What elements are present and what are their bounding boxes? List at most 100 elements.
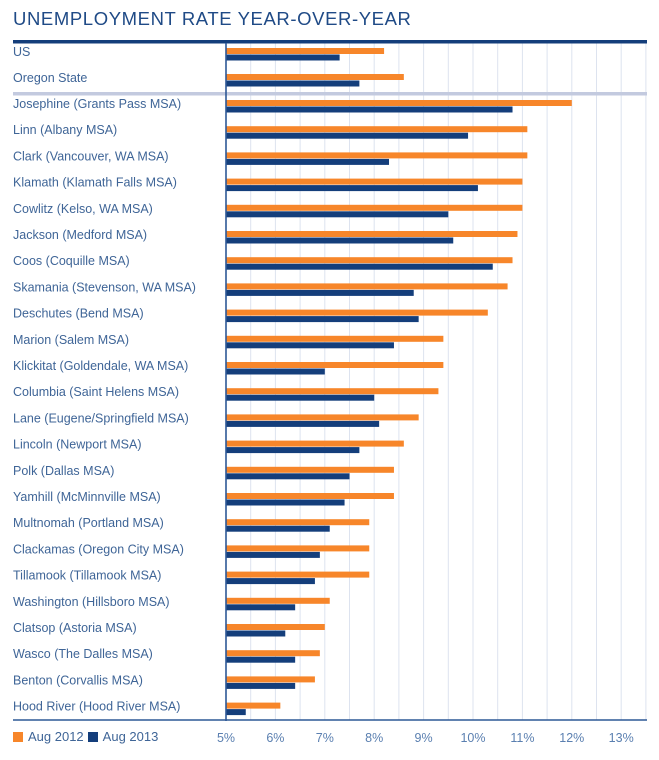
- bar-aug-2013: [226, 656, 296, 663]
- bar-aug-2013: [226, 709, 246, 716]
- x-tick-label: 11%: [510, 731, 534, 745]
- bar-aug-2013: [226, 80, 360, 87]
- bar-aug-2013: [226, 54, 340, 61]
- bar-aug-2012: [226, 440, 404, 447]
- bar-aug-2013: [226, 158, 390, 165]
- bar-aug-2013: [226, 368, 325, 375]
- top-rule: [13, 40, 647, 44]
- bar-aug-2012: [226, 335, 444, 342]
- category-label: Josephine (Grants Pass MSA): [13, 97, 181, 111]
- category-label: Tillamook (Tillamook MSA): [13, 569, 161, 583]
- category-label: Lane (Eugene/Springfield MSA): [13, 411, 189, 425]
- bar-aug-2013: [226, 473, 350, 480]
- bar-aug-2013: [226, 447, 360, 454]
- bar-aug-2013: [226, 342, 394, 349]
- category-label: Hood River (Hood River MSA): [13, 700, 180, 714]
- bar-aug-2012: [226, 676, 315, 683]
- x-tick-label: 9%: [415, 731, 433, 745]
- legend: Aug 2012 Aug 2013: [13, 729, 162, 744]
- bar-aug-2012: [226, 545, 370, 552]
- bar-aug-2013: [226, 289, 414, 296]
- bar-aug-2013: [226, 525, 330, 532]
- bar-aug-2012: [226, 309, 488, 316]
- bar-aug-2012: [226, 126, 528, 133]
- bar-aug-2013: [226, 630, 286, 637]
- legend-swatch-aug-2013: [87, 731, 98, 742]
- legend-item-aug-2012: Aug 2012: [13, 729, 84, 744]
- bar-aug-2013: [226, 551, 320, 558]
- category-label: Polk (Dallas MSA): [13, 464, 114, 478]
- bar-aug-2012: [226, 231, 518, 237]
- bar-aug-2013: [226, 211, 449, 218]
- bar-aug-2012: [226, 597, 330, 604]
- category-label: Coos (Coquille MSA): [13, 254, 130, 268]
- category-label: Clark (Vancouver, WA MSA): [13, 149, 169, 163]
- bar-aug-2012: [226, 74, 404, 80]
- category-label: Jackson (Medford MSA): [13, 228, 147, 242]
- bar-aug-2013: [226, 420, 380, 427]
- category-label: Multnomah (Portland MSA): [13, 516, 164, 530]
- bar-aug-2012: [226, 48, 385, 54]
- x-tick-labels: 5% 6% 7% 8% 9% 10% 11% 12% 13%: [217, 731, 634, 745]
- category-label: Benton (Corvallis MSA): [13, 673, 143, 687]
- bar-aug-2013: [226, 578, 315, 585]
- x-tick-label: 5%: [217, 731, 235, 745]
- chart-title: UNEMPLOYMENT RATE YEAR-OVER-YEAR: [13, 8, 412, 29]
- bar-aug-2012: [226, 204, 523, 211]
- bar-aug-2012: [226, 388, 439, 395]
- bar-aug-2012: [226, 283, 508, 290]
- bar-aug-2012: [226, 100, 572, 106]
- legend-item-aug-2013: Aug 2013: [87, 729, 159, 744]
- bar-aug-2012: [226, 519, 370, 526]
- bar-aug-2012: [226, 178, 523, 185]
- bar-aug-2013: [226, 604, 296, 611]
- bar-aug-2012: [226, 571, 370, 578]
- category-label: Clatsop (Astoria MSA): [13, 621, 137, 635]
- bar-aug-2013: [226, 185, 478, 192]
- legend-label-aug-2013: Aug 2013: [102, 729, 159, 744]
- bars: [226, 48, 572, 716]
- bar-aug-2013: [226, 682, 296, 689]
- bar-aug-2013: [226, 394, 375, 401]
- axes: [13, 40, 647, 721]
- gridlines: [250, 43, 647, 720]
- category-label: US: [13, 45, 30, 59]
- bar-aug-2013: [226, 237, 454, 244]
- bar-aug-2012: [226, 414, 419, 421]
- legend-label-aug-2012: Aug 2012: [28, 729, 84, 744]
- x-tick-label: 10%: [460, 731, 485, 745]
- x-tick-label: 12%: [559, 731, 584, 745]
- category-labels: US Oregon State Josephine (Grants Pass MSA…: [13, 45, 196, 714]
- category-label: Clackamas (Oregon City MSA): [13, 542, 184, 556]
- bar-aug-2013: [226, 132, 469, 139]
- category-label: Skamania (Stevenson, WA MSA): [13, 280, 196, 294]
- bar-aug-2012: [226, 650, 320, 657]
- x-tick-label: 8%: [365, 731, 383, 745]
- bar-aug-2012: [226, 362, 444, 368]
- bar-aug-2013: [226, 263, 493, 270]
- bar-aug-2012: [226, 702, 281, 709]
- category-label: Klamath (Klamath Falls MSA): [13, 176, 177, 190]
- category-label: Oregon State: [13, 71, 87, 85]
- bar-aug-2012: [226, 152, 528, 159]
- category-label: Marion (Salem MSA): [13, 333, 129, 347]
- category-label: Wasco (The Dalles MSA): [13, 647, 153, 661]
- category-label: Yamhill (McMinnville MSA): [13, 490, 161, 504]
- category-label: Linn (Albany MSA): [13, 123, 117, 137]
- bar-aug-2012: [226, 257, 513, 264]
- bar-aug-2013: [226, 499, 345, 506]
- reference-separator: [13, 92, 647, 96]
- category-label: Lincoln (Newport MSA): [13, 438, 142, 452]
- category-label: Cowlitz (Kelso, WA MSA): [13, 202, 153, 216]
- category-label: Columbia (Saint Helens MSA): [13, 385, 179, 399]
- bar-aug-2012: [226, 466, 394, 473]
- category-label: Klickitat (Goldendale, WA MSA): [13, 359, 188, 373]
- x-tick-label: 13%: [609, 731, 634, 745]
- bar-aug-2012: [226, 493, 394, 499]
- x-tick-label: 6%: [266, 731, 284, 745]
- bar-aug-2013: [226, 316, 419, 323]
- bar-aug-2013: [226, 106, 513, 113]
- category-label: Deschutes (Bend MSA): [13, 307, 144, 321]
- legend-swatch-aug-2012: [13, 731, 23, 742]
